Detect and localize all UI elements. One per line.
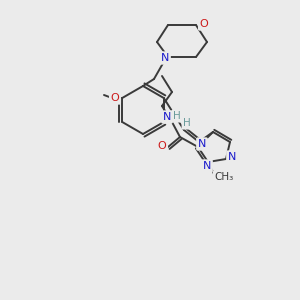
Text: O: O (200, 19, 208, 29)
Text: H: H (173, 111, 181, 121)
Text: O: O (111, 93, 119, 103)
Text: N: N (228, 152, 236, 162)
Text: H: H (183, 118, 191, 128)
Text: N: N (203, 161, 211, 171)
Text: N: N (198, 139, 206, 149)
Text: N: N (161, 53, 169, 63)
Text: CH₃: CH₃ (214, 172, 234, 182)
Text: N: N (163, 112, 171, 122)
Text: O: O (158, 141, 166, 151)
